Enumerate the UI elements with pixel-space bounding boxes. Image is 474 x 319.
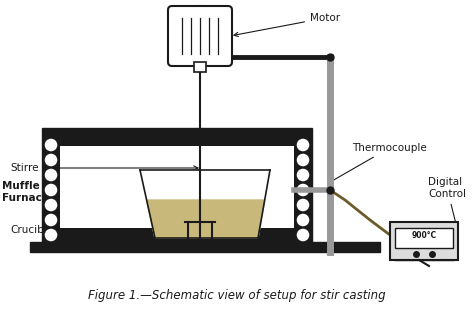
Circle shape xyxy=(296,213,310,227)
Bar xyxy=(194,62,206,72)
Text: Motor: Motor xyxy=(234,13,340,36)
Polygon shape xyxy=(146,200,264,238)
Circle shape xyxy=(296,228,310,242)
Circle shape xyxy=(44,183,58,197)
Polygon shape xyxy=(140,170,270,238)
Circle shape xyxy=(296,168,310,182)
Bar xyxy=(60,146,294,228)
Text: Thermocouple: Thermocouple xyxy=(328,143,427,183)
Circle shape xyxy=(44,228,58,242)
Text: Muffle
Furnace: Muffle Furnace xyxy=(2,181,56,203)
Text: Figure 1.—Schematic view of setup for stir casting: Figure 1.—Schematic view of setup for st… xyxy=(88,288,386,301)
Circle shape xyxy=(44,138,58,152)
Text: 900°C: 900°C xyxy=(411,232,437,241)
Circle shape xyxy=(44,153,58,167)
Circle shape xyxy=(296,198,310,212)
Circle shape xyxy=(44,213,58,227)
Circle shape xyxy=(296,183,310,197)
Bar xyxy=(42,128,312,246)
Circle shape xyxy=(296,138,310,152)
Circle shape xyxy=(44,198,58,212)
Text: Digital
Control: Digital Control xyxy=(428,177,466,228)
Text: Stirre: Stirre xyxy=(10,163,198,173)
Circle shape xyxy=(44,168,58,182)
Bar xyxy=(30,242,380,252)
Text: Crucible: Crucible xyxy=(10,225,244,235)
Bar xyxy=(390,222,458,260)
FancyBboxPatch shape xyxy=(168,6,232,66)
Circle shape xyxy=(296,153,310,167)
Bar xyxy=(395,228,453,248)
